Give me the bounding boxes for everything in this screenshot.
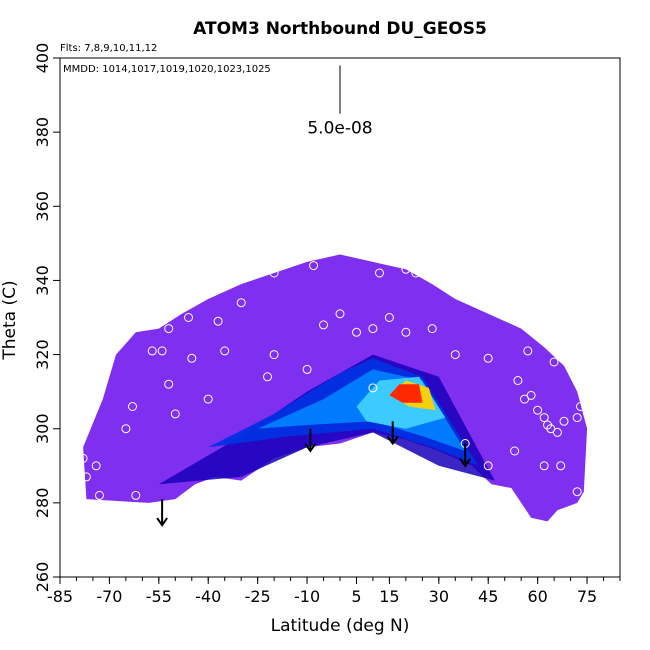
y-tick-label: 260 (33, 562, 52, 593)
sample-point (164, 324, 174, 334)
sample-points-layer (78, 261, 585, 500)
plume-layer (158, 354, 495, 485)
y-tick-label: 360 (33, 191, 52, 222)
sample-point (552, 427, 562, 437)
sample-point (269, 350, 279, 360)
sample-point (302, 364, 312, 374)
sample-point (401, 327, 411, 337)
y-axis: 260 280 300 320 340 360 380 400 (33, 43, 60, 593)
x-tick-label: 75 (577, 587, 597, 606)
sample-point (523, 346, 533, 356)
sample-point (114, 331, 124, 341)
y-tick-label: 400 (33, 43, 52, 74)
sample-point (450, 350, 460, 360)
sample-point (91, 461, 101, 471)
direction-arrow (156, 499, 168, 527)
sample-point (576, 402, 585, 411)
x-tick-label: -70 (96, 587, 122, 606)
direction-arrow (386, 421, 399, 446)
sample-point (187, 353, 197, 363)
sample-point (510, 446, 520, 456)
x-tick-label: 60 (527, 587, 547, 606)
x-tick-label: -10 (294, 587, 320, 606)
sample-point (236, 298, 246, 308)
sample-point (335, 309, 345, 319)
sample-point (368, 383, 378, 393)
flights-label: Flts: 7,8,9,10,11,12 (60, 43, 157, 54)
y-axis-label: Theta (C) (0, 280, 20, 360)
sample-point (319, 320, 328, 330)
sample-point (513, 376, 523, 385)
direction-arrow (459, 443, 471, 468)
sample-point (164, 379, 174, 389)
plot-area: 5.0e-08 (78, 65, 588, 527)
sample-point (95, 490, 104, 500)
sample-point (128, 402, 137, 411)
x-tick-label: 30 (429, 587, 449, 606)
sample-point (549, 357, 559, 367)
sample-point (572, 413, 582, 423)
sample-point (559, 416, 569, 426)
y-tick-label: 340 (33, 265, 52, 296)
x-tick-label: -40 (195, 587, 221, 606)
scale-bar-label: 5.0e-08 (307, 119, 372, 139)
dates-label: MMDD: 1014,1017,1019,1020,1023,1025 (63, 64, 271, 75)
y-tick-label: 380 (33, 117, 52, 148)
sample-point (78, 453, 88, 463)
sample-point (220, 346, 230, 356)
x-tick-label: -55 (146, 587, 172, 606)
sample-point (88, 398, 98, 408)
sample-point (375, 268, 384, 278)
x-tick-label: -85 (47, 587, 73, 606)
sample-point (213, 316, 223, 326)
sample-point (269, 268, 279, 278)
x-tick-label: 15 (379, 587, 399, 606)
sample-point (533, 405, 543, 415)
direction-arrow (304, 428, 317, 453)
sample-point (131, 490, 141, 500)
sample-point (411, 268, 421, 278)
sample-point (203, 394, 213, 404)
sample-point (539, 461, 549, 471)
sample-point (121, 424, 131, 434)
plume-level-6 (389, 384, 423, 403)
sample-point (520, 394, 529, 404)
sample-point (309, 261, 319, 271)
y-tick-label: 320 (33, 339, 52, 370)
arrows-layer (156, 421, 471, 527)
sample-point (157, 346, 167, 356)
y-tick-label: 280 (33, 488, 52, 519)
sample-point (427, 324, 437, 334)
chart-title: ATOM3 Northbound DU_GEOS5 (193, 19, 487, 39)
sample-point (368, 324, 378, 334)
sample-point (352, 327, 361, 337)
x-axis: -85 -70 -55 -40 -25 -10 5 15 30 45 60 75 (47, 577, 621, 606)
sample-point (401, 264, 411, 274)
sample-point (263, 372, 272, 382)
sample-point (556, 461, 566, 471)
y-tick-label: 300 (33, 413, 52, 444)
sample-point (526, 390, 536, 400)
x-tick-label: 5 (351, 587, 361, 606)
sample-point (384, 313, 394, 322)
sample-point (539, 413, 549, 423)
sample-point (147, 346, 157, 356)
sample-point (81, 472, 91, 482)
scale-bar: 5.0e-08 (307, 65, 373, 139)
sample-point (546, 424, 556, 434)
x-tick-label: 45 (478, 587, 498, 606)
sample-point (483, 353, 493, 363)
sample-point (184, 313, 193, 322)
sample-point (572, 487, 582, 497)
sample-point (170, 409, 180, 419)
x-tick-label: -25 (245, 587, 271, 606)
sample-point (483, 461, 493, 471)
x-axis-label: Latitude (deg N) (271, 616, 410, 636)
